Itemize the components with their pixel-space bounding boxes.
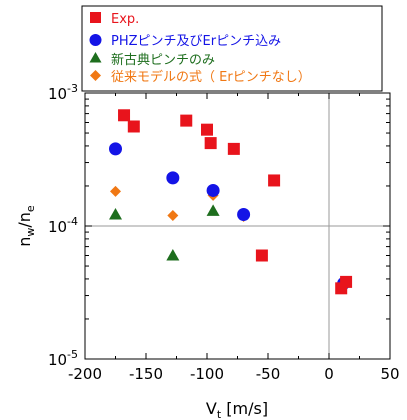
neoclassical-pinch-point <box>206 204 220 216</box>
exp-point <box>118 109 131 122</box>
phz-er-pinch-point <box>237 208 251 222</box>
y-tick-base: 10 <box>48 218 67 236</box>
legend-item-neoclassical: 新古典ピンチのみ <box>89 52 215 68</box>
x-tick-label: -200 <box>68 365 102 383</box>
x-tick-label: 50 <box>380 365 399 383</box>
legend-item-phz: PHZピンチ及びErピンチ込み <box>89 34 281 49</box>
y-axis-label-sub1: w <box>24 228 37 237</box>
y-axis-label: nw/ne <box>15 205 37 247</box>
legend-marker-triangle <box>89 52 102 63</box>
conventional-model-point <box>110 185 121 197</box>
phz-er-pinch-point <box>206 183 220 197</box>
legend-item-conventional: 従来モデルの式（ Erピンチなし） <box>90 69 311 85</box>
legend-frame <box>81 5 383 92</box>
exp-point <box>204 137 217 150</box>
exp-point <box>227 142 240 155</box>
y-axis-label-n1: n <box>15 237 34 247</box>
x-tick-label: 0 <box>324 365 334 383</box>
legend-marker-circle <box>89 34 102 46</box>
legend-label-conventional: 従来モデルの式（ Erピンチなし） <box>111 69 311 85</box>
legend-marker-square <box>90 12 101 23</box>
legend-label-exp: Exp. <box>111 12 139 27</box>
y-tick-label: 10-4 <box>48 215 78 236</box>
legend-marker-diamond <box>90 70 101 81</box>
y-tick-exponent: -4 <box>67 215 78 228</box>
phz-er-pinch-point <box>166 171 180 185</box>
y-tick-base: 10 <box>48 351 67 369</box>
y-axis-label-sub2: e <box>24 205 37 212</box>
neoclassical-pinch-point <box>109 208 122 220</box>
exp-point <box>335 282 348 295</box>
x-axis-label-sub: t <box>217 408 222 420</box>
phz-er-pinch-point <box>109 142 122 156</box>
x-axis-label-unit: [m/s] <box>221 399 268 418</box>
exp-point <box>268 174 281 187</box>
exp-point <box>127 120 140 133</box>
y-axis-label-mid: /n <box>15 212 34 228</box>
x-axis-label-main: V <box>206 399 217 418</box>
legend: Exp. PHZピンチ及びErピンチ込み 新古典ピンチのみ 従来モデルの式（ E… <box>81 5 383 92</box>
legend-label-neoclassical: 新古典ピンチのみ <box>111 52 215 68</box>
legend-label-phz: PHZピンチ及びErピンチ込み <box>111 34 281 49</box>
y-tick-base: 10 <box>48 85 67 103</box>
y-axis-ticks: 10-510-410-3 <box>48 82 390 369</box>
x-tick-label: -100 <box>190 365 224 383</box>
x-tick-label: -50 <box>256 365 281 383</box>
y-tick-exponent: -5 <box>67 348 78 361</box>
y-tick-label: 10-3 <box>48 82 78 103</box>
data-marks <box>109 109 353 295</box>
x-tick-label: -150 <box>129 365 163 383</box>
exp-point <box>180 114 193 127</box>
y-tick-label: 10-5 <box>48 348 78 369</box>
legend-item-exp: Exp. <box>90 12 139 27</box>
exp-point <box>255 249 268 262</box>
exp-point <box>201 123 213 136</box>
conventional-model-point <box>167 209 179 221</box>
reference-lines <box>85 93 390 359</box>
x-axis-label: Vt [m/s] <box>206 399 268 420</box>
x-axis-ticks: -200 -150 -100 -50 0 50 <box>68 93 400 383</box>
neoclassical-pinch-point <box>166 249 180 261</box>
y-tick-exponent: -3 <box>67 82 78 95</box>
